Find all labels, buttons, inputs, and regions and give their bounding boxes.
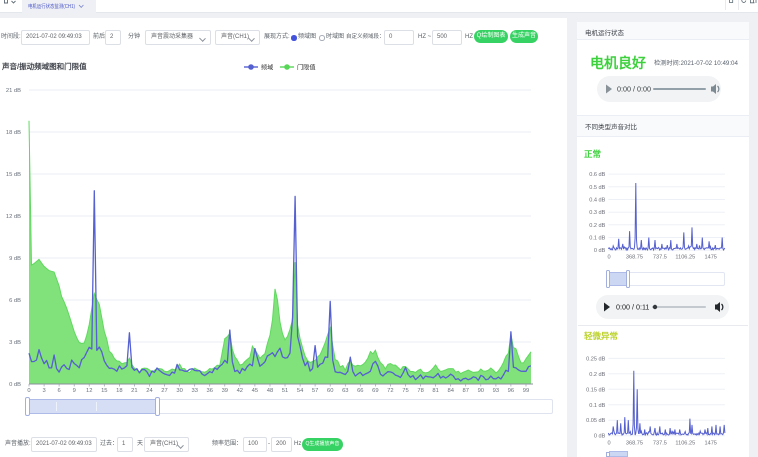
svg-text:0.6 dB: 0.6 dB <box>589 172 605 178</box>
svg-text:96: 96 <box>508 388 514 394</box>
svg-text:24: 24 <box>146 388 153 394</box>
svg-text:27: 27 <box>161 388 167 394</box>
svg-text:36: 36 <box>206 388 212 394</box>
svg-text:0.2 dB: 0.2 dB <box>589 372 605 378</box>
svg-text:21 dB: 21 dB <box>6 88 21 94</box>
svg-text:72: 72 <box>387 388 393 394</box>
svg-text:60: 60 <box>327 388 333 394</box>
svg-text:电机运行状态监测(CH1): 电机运行状态监测(CH1) <box>28 3 75 10</box>
svg-text:3 dB: 3 dB <box>9 340 21 346</box>
svg-text:1106.25: 1106.25 <box>675 441 695 447</box>
svg-text:9: 9 <box>73 388 76 394</box>
svg-text:0: 0 <box>27 388 30 394</box>
svg-text:0.1 dB: 0.1 dB <box>589 403 605 409</box>
svg-text:368.75: 368.75 <box>626 255 643 261</box>
svg-text:12: 12 <box>86 388 92 394</box>
svg-text:9 dB: 9 dB <box>9 256 21 262</box>
svg-text:78: 78 <box>417 388 423 394</box>
svg-text:368.75: 368.75 <box>626 441 643 447</box>
svg-text:42: 42 <box>237 388 243 394</box>
svg-text:0: 0 <box>607 441 610 447</box>
svg-text:737.5: 737.5 <box>653 255 667 261</box>
svg-text:0: 0 <box>607 255 610 261</box>
svg-text:0.2 dB: 0.2 dB <box>589 223 605 229</box>
svg-text:0.25 dB: 0.25 dB <box>586 356 606 362</box>
svg-text:21: 21 <box>131 388 137 394</box>
svg-text:63: 63 <box>342 388 348 394</box>
svg-text:30: 30 <box>176 388 182 394</box>
svg-text:90: 90 <box>478 388 484 394</box>
svg-text:1106.25: 1106.25 <box>675 255 695 261</box>
svg-text:87: 87 <box>462 388 468 394</box>
svg-text:51: 51 <box>282 388 288 394</box>
svg-text:0.15 dB: 0.15 dB <box>586 387 606 393</box>
svg-text:0.3 dB: 0.3 dB <box>589 210 605 216</box>
svg-text:0 dB: 0 dB <box>594 434 606 440</box>
svg-text:1475: 1475 <box>704 441 716 447</box>
svg-text:0.4 dB: 0.4 dB <box>589 198 605 204</box>
svg-text:57: 57 <box>312 388 318 394</box>
svg-text:39: 39 <box>222 388 228 394</box>
svg-text:99: 99 <box>523 388 529 394</box>
svg-text:6 dB: 6 dB <box>9 298 21 304</box>
svg-text:6: 6 <box>57 388 60 394</box>
svg-text:0:00 / 0:11: 0:00 / 0:11 <box>616 303 649 312</box>
svg-text:1475: 1475 <box>704 255 716 261</box>
svg-text:3: 3 <box>42 388 45 394</box>
svg-text:0.1 dB: 0.1 dB <box>589 236 605 242</box>
svg-text:84: 84 <box>447 388 454 394</box>
svg-text:75: 75 <box>402 388 408 394</box>
svg-text:15: 15 <box>101 388 107 394</box>
svg-text:93: 93 <box>493 388 499 394</box>
svg-text:0.05 dB: 0.05 dB <box>586 418 606 424</box>
svg-text:门限值: 门限值 <box>297 63 316 71</box>
svg-text:737.5: 737.5 <box>653 441 667 447</box>
svg-text:18: 18 <box>116 388 122 394</box>
svg-text:0.5 dB: 0.5 dB <box>589 185 605 191</box>
svg-text:66: 66 <box>357 388 363 394</box>
svg-text:33: 33 <box>191 388 197 394</box>
svg-text:0 dB: 0 dB <box>594 248 606 254</box>
svg-text:54: 54 <box>297 388 304 394</box>
svg-text:频域: 频域 <box>261 63 273 71</box>
svg-text:0 dB: 0 dB <box>9 382 21 388</box>
svg-text:15 dB: 15 dB <box>6 172 21 178</box>
svg-text:18 dB: 18 dB <box>6 130 21 136</box>
svg-text:48: 48 <box>267 388 273 394</box>
svg-text:45: 45 <box>252 388 258 394</box>
svg-text:12 dB: 12 dB <box>6 214 21 220</box>
svg-text:69: 69 <box>372 388 378 394</box>
svg-text:81: 81 <box>432 388 438 394</box>
svg-text:0:00 / 0:00: 0:00 / 0:00 <box>617 85 651 94</box>
